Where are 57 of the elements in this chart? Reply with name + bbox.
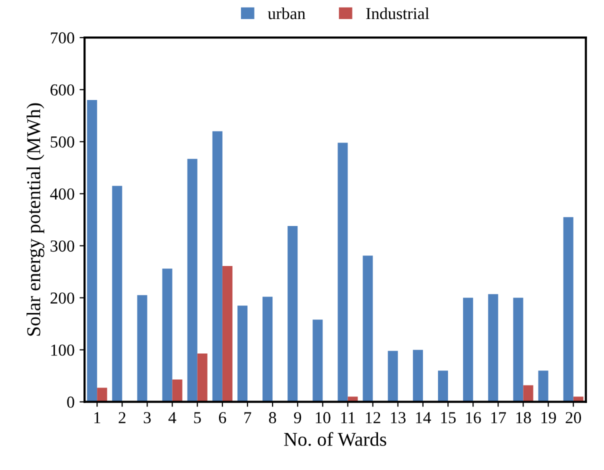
y-tick-label: 400 (50, 188, 74, 200)
bar (222, 266, 232, 402)
bar (563, 217, 574, 402)
x-tick-label: 13 (391, 412, 406, 424)
y-tick-label: 500 (50, 136, 74, 148)
bar (412, 350, 423, 402)
x-tick-label: 18 (516, 412, 531, 424)
x-tick-label: 6 (218, 412, 226, 424)
x-axis-title: No. of Wards (284, 432, 386, 446)
bar (523, 385, 534, 402)
x-tick-label: 19 (541, 412, 556, 424)
x-tick-label: 5 (194, 412, 201, 424)
x-tick-label: 8 (269, 412, 276, 424)
bar (488, 294, 498, 402)
x-tick-label: 14 (416, 412, 432, 424)
x-tick-label: 16 (466, 412, 481, 424)
bar (197, 353, 208, 402)
bar (438, 370, 448, 402)
x-tick-label: 20 (566, 412, 582, 424)
bar (87, 100, 98, 402)
y-tick-label: 600 (50, 84, 74, 96)
x-tick-label: 4 (168, 412, 176, 424)
y-axis-title: Solar energy potential (MWh) (26, 103, 44, 336)
y-tick-label: 300 (50, 240, 74, 252)
x-tick-label: 7 (244, 412, 252, 424)
bar (288, 226, 298, 402)
bar (187, 158, 198, 402)
bar (172, 379, 182, 402)
x-tick-label: 2 (118, 412, 126, 424)
x-tick-label: 11 (341, 412, 355, 424)
bar (362, 256, 373, 402)
bar (388, 350, 398, 402)
legend-label: Industrial (366, 7, 430, 20)
bar (137, 295, 148, 402)
bar (262, 296, 273, 402)
bar (112, 186, 122, 402)
y-tick-label: 200 (50, 292, 74, 304)
bar (312, 320, 323, 402)
bar (463, 298, 474, 402)
y-tick-label: 700 (50, 32, 74, 44)
x-tick-label: 1 (94, 412, 100, 424)
bar (162, 268, 172, 402)
y-tick-label: 100 (51, 344, 74, 356)
y-tick-label: 0 (67, 396, 74, 408)
legend-label: urban (268, 7, 306, 20)
bar (338, 142, 348, 402)
bar (237, 306, 248, 402)
bar (513, 298, 524, 402)
x-tick-label: 10 (316, 412, 330, 424)
x-tick-label: 17 (491, 412, 506, 424)
x-tick-label: 12 (366, 412, 380, 424)
x-tick-label: 3 (144, 412, 151, 424)
x-tick-label: 9 (294, 412, 302, 424)
bar (212, 131, 222, 402)
bar (538, 370, 548, 402)
x-tick-label: 15 (441, 412, 456, 424)
bar (97, 388, 108, 402)
